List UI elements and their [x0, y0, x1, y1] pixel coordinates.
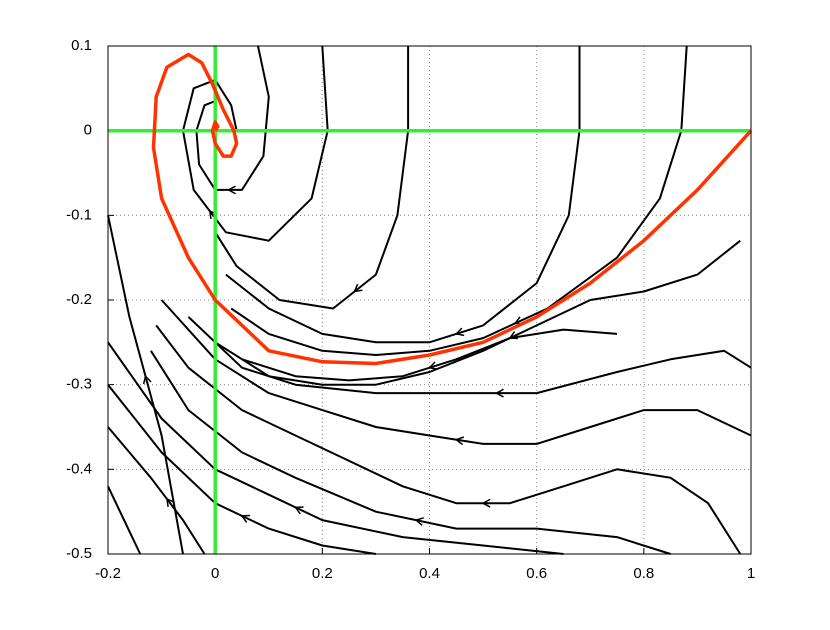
x-tick-label: 1 — [747, 565, 755, 582]
x-tick-label: 0.2 — [312, 565, 333, 582]
y-tick-label: 0.1 — [71, 37, 92, 54]
arrow-head — [142, 374, 152, 385]
arrow-head — [240, 514, 250, 523]
axes-frame — [107, 45, 752, 555]
y-tick-label: -0.4 — [66, 460, 92, 477]
arrow-head — [454, 436, 465, 446]
streamline — [182, 45, 329, 242]
streamline — [214, 239, 741, 386]
arrow-head — [294, 506, 304, 515]
streamline — [230, 45, 688, 356]
arrow-head — [454, 327, 465, 337]
arrow-head — [226, 185, 236, 195]
y-tick-label: -0.1 — [66, 206, 92, 223]
curve — [151, 52, 753, 366]
streamline — [155, 324, 742, 555]
y-tick-label: -0.3 — [66, 376, 92, 393]
arrow-head — [481, 498, 491, 508]
y-tick-label: -0.2 — [66, 291, 92, 308]
x-tick-label: 0.8 — [633, 565, 654, 582]
x-tick-label: -0.2 — [95, 565, 121, 582]
streamline — [150, 350, 671, 555]
arrow-head — [414, 517, 424, 526]
arrow-head — [165, 497, 175, 507]
streamline — [107, 485, 142, 555]
x-tick-label: 0.6 — [526, 565, 547, 582]
x-tick-label: 0.4 — [419, 565, 440, 582]
y-tick-label: -0.5 — [66, 545, 92, 562]
arrow-head — [508, 331, 518, 340]
x-tick-label: 0 — [211, 565, 219, 582]
arrow-head — [494, 388, 504, 398]
arrow-head — [428, 361, 438, 371]
arrow-head — [353, 283, 363, 293]
y-tick-label: 0 — [84, 122, 92, 139]
